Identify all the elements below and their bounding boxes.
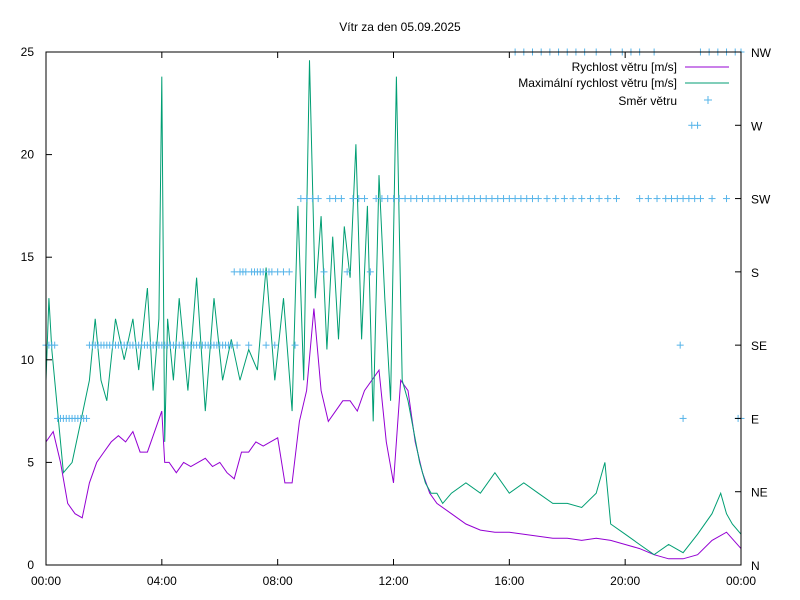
direction-point <box>262 341 270 349</box>
direction-point <box>543 195 551 203</box>
y-right-tick-label: NE <box>751 486 768 500</box>
direction-point <box>679 414 687 422</box>
direction-point <box>271 341 279 349</box>
y-right-tick-label: NW <box>751 46 772 60</box>
x-tick-label: 16:00 <box>494 574 524 588</box>
direction-point <box>595 195 603 203</box>
direction-point <box>291 341 299 349</box>
series-layer <box>42 48 745 560</box>
y-left-tick-label: 10 <box>21 353 35 367</box>
legend: Rychlost větru [m/s] Maximální rychlost … <box>518 60 729 108</box>
direction-point <box>233 341 241 349</box>
direction-point <box>314 195 322 203</box>
legend-label-speed: Rychlost větru [m/s] <box>572 60 677 74</box>
direction-point <box>245 341 253 349</box>
direction-point <box>83 414 91 422</box>
direction-point <box>560 195 568 203</box>
y-left-tick-label: 20 <box>21 148 35 162</box>
series-line-1 <box>45 60 742 556</box>
axis-layer: 00:00 04:00 08:00 12:00 16:00 20:00 00:00 0 5 10 1… <box>21 45 772 588</box>
direction-point <box>569 195 577 203</box>
direction-point <box>636 195 644 203</box>
y-right-tick-label: N <box>751 559 760 573</box>
direction-point <box>285 268 293 276</box>
legend-label-gust: Maximální rychlost větru [m/s] <box>518 76 677 90</box>
chart-title: Vítr za den 05.09.2025 <box>339 20 461 34</box>
series-points-2 <box>42 48 745 422</box>
y-right-tick-label: W <box>751 119 763 133</box>
direction-point <box>723 195 731 203</box>
direction-point <box>604 195 612 203</box>
direction-point <box>361 195 369 203</box>
direction-point <box>708 195 716 203</box>
direction-point <box>337 195 345 203</box>
y-left-tick-label: 0 <box>27 558 34 572</box>
x-tick-label: 20:00 <box>610 574 640 588</box>
y-right-tick-label: S <box>751 266 759 280</box>
direction-point <box>586 195 594 203</box>
y-right-tick-label: SW <box>751 193 771 207</box>
direction-point <box>696 195 704 203</box>
direction-point <box>320 268 328 276</box>
x-tick-label: 04:00 <box>147 574 177 588</box>
direction-point <box>676 341 684 349</box>
y-left-tick-label: 15 <box>21 250 35 264</box>
x-tick-label: 00:00 <box>31 574 61 588</box>
direction-point <box>534 195 542 203</box>
direction-point <box>343 268 351 276</box>
legend-marker-direction <box>704 96 712 104</box>
direction-point <box>366 268 374 276</box>
x-tick-label: 12:00 <box>378 574 408 588</box>
direction-point <box>578 195 586 203</box>
y-right-tick-label: SE <box>751 339 767 353</box>
direction-point <box>653 195 661 203</box>
x-tick-label: 08:00 <box>263 574 293 588</box>
y-left-tick-label: 25 <box>21 45 35 59</box>
y-right-tick-label: E <box>751 412 759 426</box>
series-line-0 <box>45 308 742 560</box>
direction-point <box>644 195 652 203</box>
y-left-tick-label: 5 <box>27 455 34 469</box>
direction-point <box>51 341 59 349</box>
direction-point <box>612 195 620 203</box>
x-tick-label: 00:00 <box>726 574 756 588</box>
direction-point <box>694 121 702 129</box>
legend-label-direction: Směr větru <box>618 94 677 108</box>
direction-point <box>552 195 560 203</box>
